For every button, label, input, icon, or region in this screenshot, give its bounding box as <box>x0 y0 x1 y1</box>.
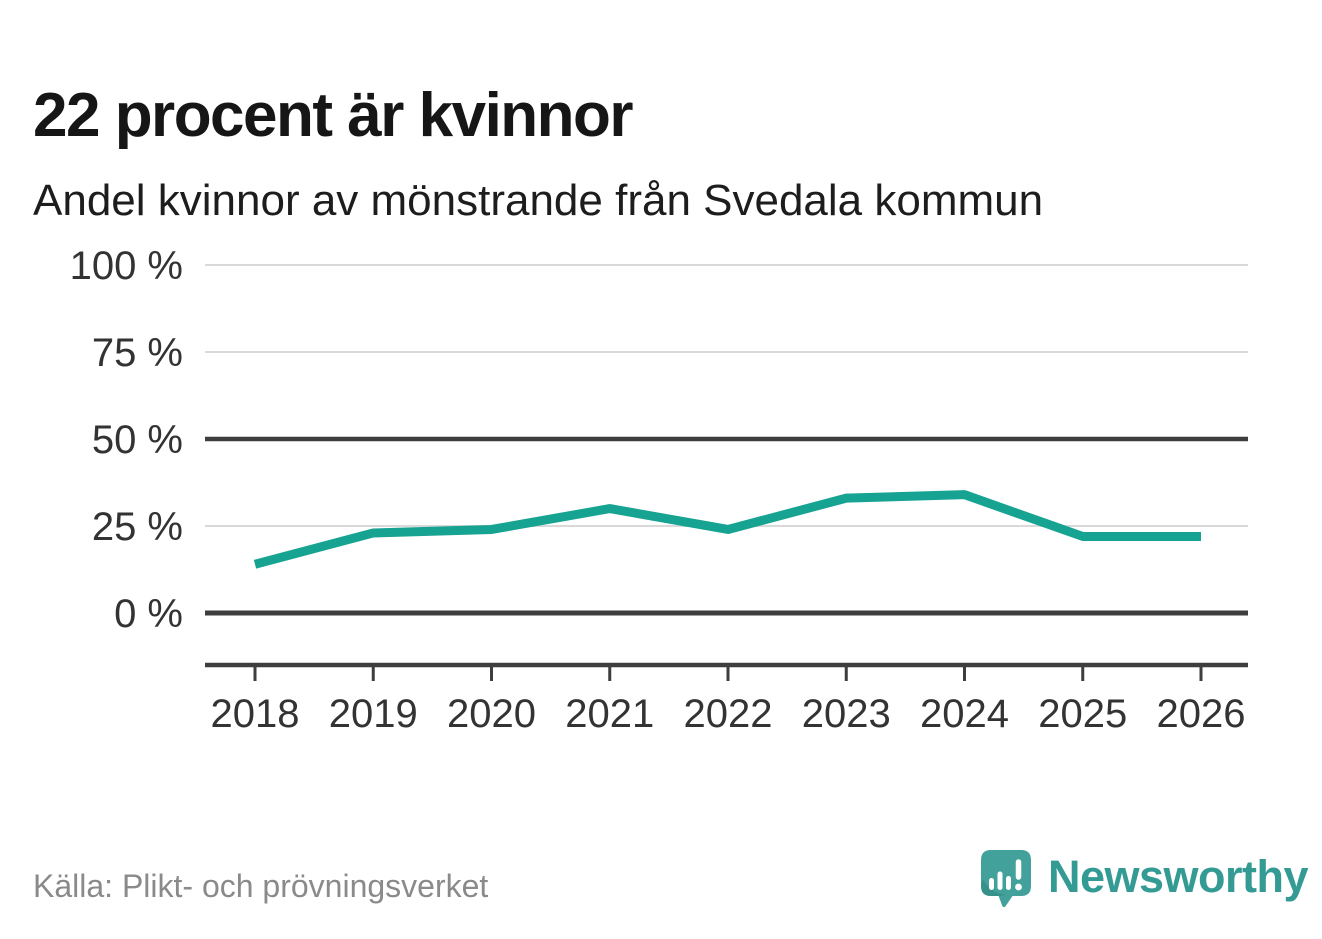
logo-exclamation-dot <box>1015 883 1022 891</box>
y-tick-label-75: 75 % <box>92 331 183 375</box>
brand-name: Newsworthy <box>1048 850 1309 902</box>
x-tick-label-2024: 2024 <box>920 692 1009 736</box>
x-tick-label-2020: 2020 <box>447 692 536 736</box>
x-tick-label-2021: 2021 <box>565 692 654 736</box>
chart-subtitle: Andel kvinnor av mönstrande från Svedala… <box>33 176 1044 225</box>
x-tick-label-2018: 2018 <box>211 692 300 736</box>
source-text: Källa: Plikt- och prövningsverket <box>33 868 489 904</box>
newsworthy-logo-link[interactable]: Newsworthy <box>980 844 1309 914</box>
newsworthy-speech-bubble-icon <box>981 850 1031 908</box>
trend-line <box>253 490 1201 569</box>
x-tick-label-2026: 2026 <box>1157 692 1246 736</box>
y-tick-label-25: 25 % <box>92 505 183 549</box>
x-tick-label-2025: 2025 <box>1038 692 1127 736</box>
x-tick-label-2019: 2019 <box>329 692 418 736</box>
y-tick-label-100: 100 % <box>70 244 183 288</box>
logo-bubble-shadow <box>981 879 1006 896</box>
y-tick-label-0: 0 % <box>114 592 183 636</box>
x-tick-label-2023: 2023 <box>802 692 891 736</box>
page-title: 22 procent är kvinnor <box>33 80 634 150</box>
y-tick-label-50: 50 % <box>92 418 183 462</box>
x-tick-label-2022: 2022 <box>684 692 773 736</box>
